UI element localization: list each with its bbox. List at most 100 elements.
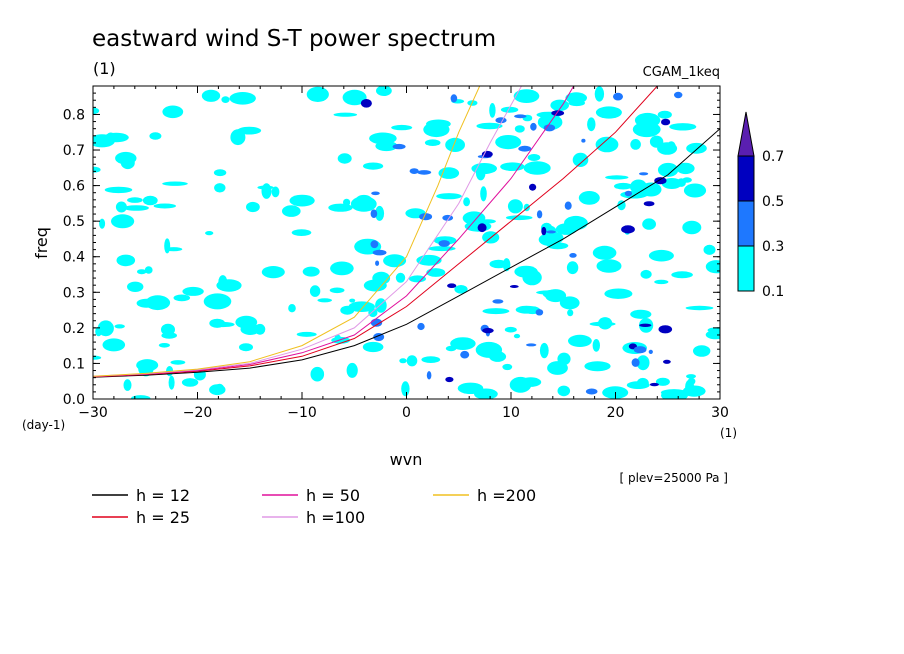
contour-blob	[530, 122, 537, 131]
contour-blob	[369, 132, 397, 145]
contour-blob	[334, 334, 341, 342]
contour-blob	[391, 124, 413, 131]
contour-blob	[489, 103, 496, 118]
contour-blob	[363, 279, 387, 292]
contour-blob	[363, 162, 384, 170]
contour-blob	[657, 162, 679, 177]
contour-blob	[123, 205, 149, 211]
contour-blob	[409, 275, 426, 283]
contour-blob	[605, 175, 629, 180]
contour-blob	[633, 346, 647, 354]
contour-blob	[438, 240, 450, 247]
legend-label: h =200	[477, 486, 536, 505]
x-tick-label: −10	[287, 405, 317, 421]
contour-blob	[658, 325, 673, 334]
contour-blob	[162, 105, 184, 119]
contour-blob	[342, 89, 367, 106]
contour-blob	[639, 172, 649, 176]
contour-blob	[229, 92, 256, 105]
contour-blob	[614, 182, 633, 190]
contour-blob	[604, 288, 633, 299]
contour-blob	[419, 213, 433, 221]
contour-blob	[565, 92, 587, 104]
contour-blob	[655, 377, 670, 386]
contour-blob	[426, 268, 446, 277]
contour-blob	[595, 136, 619, 153]
contour-blob	[632, 121, 661, 138]
contour-blob	[158, 343, 170, 348]
contour-blob	[417, 170, 432, 175]
contour-blob	[559, 296, 580, 310]
colorbar-label: 0.5	[762, 194, 784, 210]
x-axis: −30 −20 −10 0 10 20 30	[78, 86, 729, 421]
contour-blob	[372, 249, 387, 256]
contour-blob	[523, 166, 544, 172]
contour-blob	[636, 377, 649, 388]
chart-title: eastward wind S-T power spectrum	[92, 26, 496, 52]
contour-blob	[643, 201, 655, 207]
contour-blob	[682, 220, 702, 235]
contour-blob	[663, 359, 671, 364]
contour-blob	[654, 279, 669, 285]
contour-blob	[587, 117, 596, 132]
contour-blob	[513, 333, 521, 339]
contour-blob	[545, 289, 567, 303]
contour-blob	[306, 86, 329, 102]
contour-blob	[450, 337, 476, 350]
y-tick-label: 0.6	[63, 179, 85, 195]
contour-blob	[489, 259, 508, 269]
colorbar-label: 0.1	[762, 284, 784, 300]
contour-blob	[346, 362, 358, 378]
contour-blob	[137, 269, 147, 275]
contour-blob	[480, 219, 496, 224]
series-line-3	[93, 86, 575, 378]
contour-blob	[375, 260, 380, 266]
contour-blob	[376, 86, 392, 96]
contour-blob	[246, 201, 260, 213]
contour-blob	[492, 299, 504, 304]
contour-blob	[103, 132, 129, 143]
contour-blob	[340, 305, 355, 315]
contour-blob	[168, 375, 175, 390]
contour-blob	[567, 309, 574, 317]
contour-blob	[557, 385, 571, 397]
contour-blob	[182, 286, 204, 296]
contour-blob	[424, 139, 441, 146]
contour-blob	[348, 301, 376, 313]
contour-blob	[370, 209, 378, 218]
contour-blob	[636, 355, 650, 371]
contour-blob	[99, 218, 106, 229]
y-axis-unit: (day-1)	[22, 418, 65, 432]
contour-blob	[654, 177, 667, 185]
contour-blob	[368, 308, 378, 318]
contour-blob	[538, 233, 559, 246]
contour-blob	[149, 132, 162, 140]
colorbar: 0.1 0.3 0.5 0.7	[737, 111, 784, 300]
contour-blob	[421, 356, 441, 363]
contour-blob	[317, 298, 333, 303]
contour-blob	[527, 154, 541, 161]
contour-blob	[289, 194, 315, 207]
contour-blob	[500, 162, 525, 171]
contour-blob	[505, 215, 533, 221]
contour-blob	[221, 96, 230, 103]
contour-blob	[97, 320, 114, 337]
contour-blob	[671, 271, 693, 279]
spectrum-contours	[93, 86, 720, 399]
contour-blob	[594, 86, 605, 102]
contour-blob	[296, 331, 317, 337]
contour-blob	[482, 327, 494, 334]
contour-blob	[685, 379, 695, 395]
contour-blob	[592, 339, 600, 352]
legend: h = 12 h = 25 h = 50 h =100 h =200	[92, 486, 536, 527]
contour-blob	[329, 287, 345, 294]
contour-blob	[535, 309, 544, 316]
contour-blob	[104, 186, 133, 194]
contour-blob	[261, 183, 272, 199]
legend-label: h =100	[306, 508, 365, 527]
y-tick-label: 0.8	[63, 107, 85, 123]
dispersion-curves	[93, 86, 720, 378]
contour-blob	[423, 122, 450, 138]
contour-blob	[463, 197, 470, 207]
